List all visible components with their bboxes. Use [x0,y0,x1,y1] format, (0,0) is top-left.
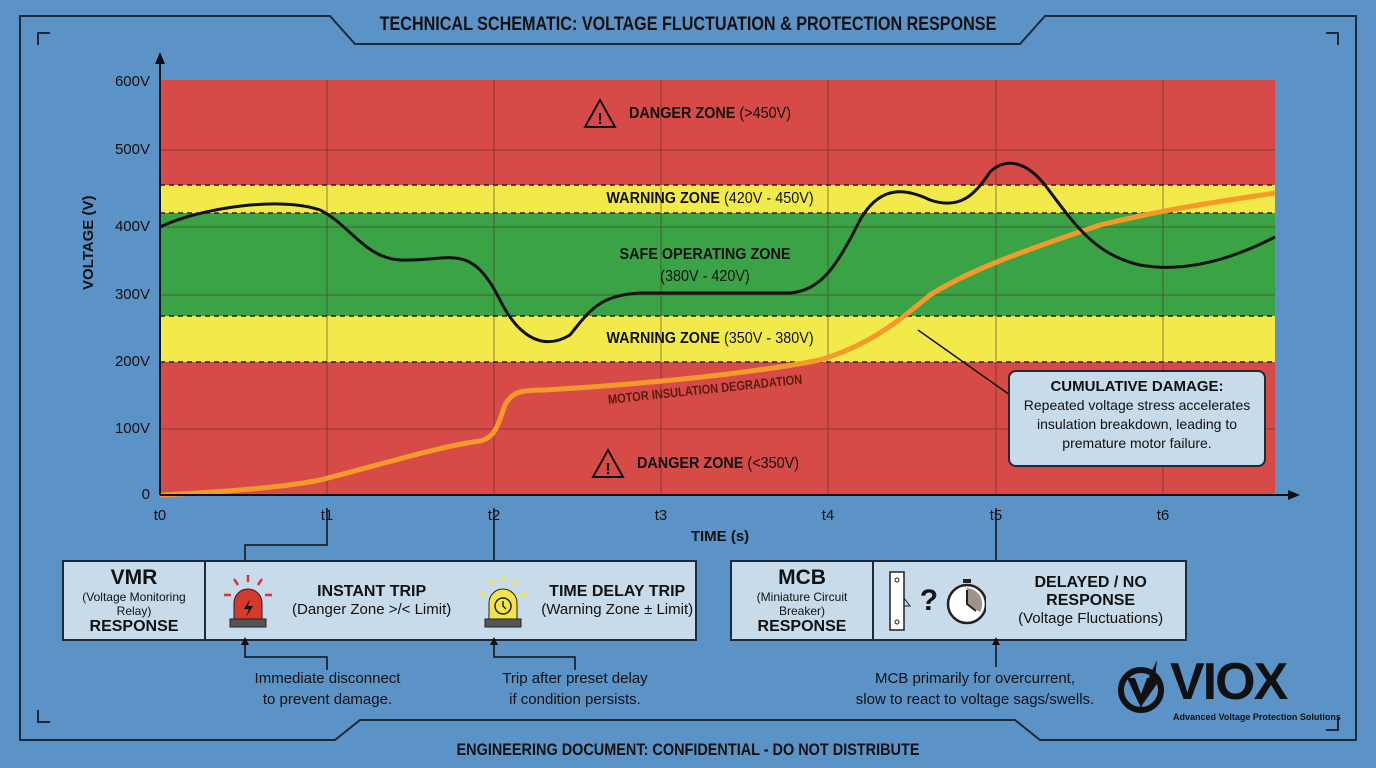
yellow-alarm-icon [479,574,528,627]
mcb-response-panel: MCB (Miniature Circuit Breaker) RESPONSE… [730,560,1187,641]
red-alarm-icon [224,574,272,627]
logo-name: VIOX [1170,653,1288,711]
y-tick: 400V [114,218,150,235]
x-tick: t0 [153,507,167,524]
danger-zone-low-label: DANGER ZONE (<350V) [637,455,800,472]
svg-text:!: ! [597,111,602,128]
voltage-curve [159,161,1276,344]
warning-triangle-icon: ! ! [583,97,625,478]
instant-trip-desc: (Danger Zone >/< Limit) [292,601,452,618]
delay-trip-desc: (Warning Zone ± Limit) [541,601,694,618]
viox-logo: VIOX Advanced Voltage Protection Solutio… [1115,653,1341,725]
x-tick: t6 [1156,507,1170,524]
y-tick: 200V [114,353,150,370]
cumulative-damage-callout: CUMULATIVE DAMAGE: Repeated voltage stre… [1008,370,1266,467]
x-tick: t1 [320,507,334,524]
vmr-response-panel: VMR (Voltage Monitoring Relay) RESPONSE … [62,560,697,641]
svg-text:!: ! [605,461,610,478]
breaker-switch-icon [889,570,911,631]
viox-logo-icon [1118,660,1164,713]
y-axis-label: VOLTAGE (V) [80,195,97,290]
warning-zone-low-label: WARNING ZONE (350V - 380V) [606,330,814,347]
delay-trip-title: TIME DELAY TRIP [549,583,686,600]
x-axis-label: TIME (s) [690,528,750,545]
mcb-note: MCB primarily for overcurrent, slow to re… [855,670,1095,708]
motor-degradation-curve [159,190,1276,498]
connector-lines [244,329,1011,560]
safe-zone-label: SAFE OPERATING ZONE (380V - 420V) [619,246,791,285]
y-tick: 0 [141,486,150,503]
logo-tagline: Advanced Voltage Protection Solutions [1173,712,1341,722]
warning-zone-high-label: WARNING ZONE (420V - 450V) [606,190,814,207]
x-tick: t2 [487,507,501,524]
note-arrows [241,637,1000,670]
delay-trip-note: Trip after preset delay if condition pers… [502,670,648,708]
x-tick: t5 [989,507,1003,524]
page-title: TECHNICAL SCHEMATIC: VOLTAGE FLUCTUATION… [379,14,997,35]
footer-text: ENGINEERING DOCUMENT: CONFIDENTIAL - DO … [456,740,920,759]
y-tick: 300V [114,286,150,303]
vmr-subtitle: (Voltage Monitoring Relay) [82,589,186,618]
y-tick: 500V [114,141,150,158]
warning-zone-low [160,316,1275,362]
mcb-result-desc: (Voltage Fluctuations) [1018,610,1164,627]
question-mark-icon: ? [919,583,939,617]
danger-zone-high [160,80,1275,185]
callout-title: CUMULATIVE DAMAGE: [1050,378,1224,395]
vmr-response: RESPONSE [89,617,179,635]
stopwatch-icon [946,578,987,624]
mcb-subtitle: (Miniature Circuit Breaker) [756,589,848,618]
instant-trip-note: Immediate disconnect to prevent damage. [254,670,401,708]
zone-boundaries [160,184,1275,363]
vmr-title: VMR [110,565,158,589]
y-tick: 100V [114,420,150,437]
x-tick: t3 [654,507,668,524]
mcb-response: RESPONSE [757,617,847,635]
y-tick: 600V [114,73,150,90]
instant-trip-title: INSTANT TRIP [317,583,427,600]
warning-zone-high [160,185,1275,213]
mcb-title: MCB [778,565,826,589]
callout-text: Repeated voltage stress accelerates insu… [1023,397,1251,451]
x-tick: t4 [821,507,835,524]
danger-zone-high-label: DANGER ZONE (>450V) [629,105,792,122]
voltage-chart: ! ! [155,52,1300,560]
mcb-result-title: DELAYED / NO RESPONSE [1034,574,1147,609]
